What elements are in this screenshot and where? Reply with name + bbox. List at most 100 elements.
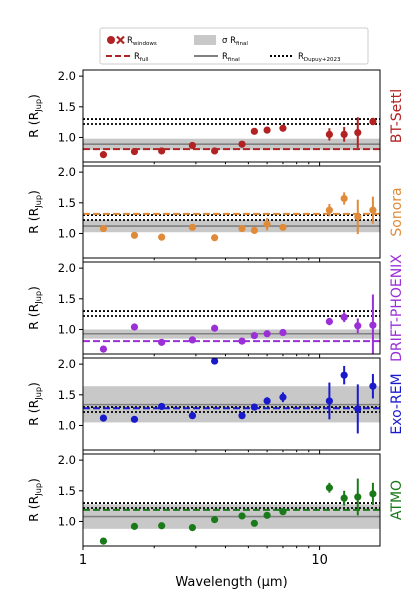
y-tick-label: 1.5: [58, 100, 76, 114]
data-point: [238, 512, 246, 520]
legend-label: Rfinal: [222, 52, 240, 63]
data-point: [188, 141, 197, 150]
legend-label-main: R: [298, 52, 304, 62]
x-axis-label: Wavelength (μm): [175, 575, 287, 590]
data-point: [369, 321, 377, 329]
legend-item: σ Rfinal: [194, 35, 248, 47]
panel: 1.0 1.5 2.0 R (RJup) Sonora: [26, 165, 405, 262]
panel-plot-area: [83, 192, 380, 242]
data-point: [340, 313, 348, 321]
legend-band-swatch: [194, 35, 216, 45]
data-point: [130, 323, 139, 331]
data-point: [250, 403, 258, 411]
x-axis: 1 10 Wavelength (μm): [79, 553, 328, 590]
legend-frame: [99, 27, 369, 65]
panel: 1.0 1.5 2.0 R (RJup) DRIFT-PHOENIX: [26, 254, 405, 362]
data-point: [354, 213, 362, 221]
legend-item: RDupuy+2023: [270, 52, 341, 63]
y-tick-label: 1.5: [58, 196, 76, 210]
panel-plot-area: [83, 358, 380, 434]
legend-label-sub: windows: [133, 41, 157, 47]
model-name-label: Exo-REM: [389, 373, 405, 434]
data-point: [238, 140, 246, 148]
data-point: [279, 328, 287, 337]
panel-plot-area: [83, 294, 380, 354]
data-point: [263, 126, 271, 134]
data-point: [158, 402, 166, 411]
legend-marker-cross: [116, 35, 125, 45]
y-tick-label: 1.0: [58, 130, 76, 144]
data-point: [340, 371, 348, 379]
data-point: [263, 511, 271, 519]
y-tick-label: 2.0: [58, 261, 76, 275]
data-point: [279, 508, 287, 516]
data-point: [238, 337, 246, 345]
y-axis-label-sub: Jup: [33, 483, 43, 497]
data-point: [99, 224, 108, 233]
data-point: [250, 332, 258, 340]
y-tick-label: 2.0: [58, 453, 76, 467]
y-axis-label-main: R (R: [26, 303, 41, 330]
y-tick-label: 1.0: [58, 418, 76, 432]
data-point: [354, 405, 362, 413]
data-point: [211, 516, 219, 524]
data-point: [263, 330, 271, 338]
y-axis-label-main: R (R: [26, 111, 41, 138]
panel-frame: [82, 453, 381, 547]
data-point: [250, 519, 258, 527]
data-point: [188, 412, 197, 420]
y-tick-label: 1.0: [58, 226, 76, 240]
data-point: [130, 231, 139, 239]
data-point: [369, 206, 377, 214]
y-axis-label: R (RJup): [26, 286, 43, 330]
legend-item: Rfull: [106, 52, 149, 63]
model-name-label: BT-Settl: [389, 89, 405, 143]
legend-label-main: R: [222, 52, 228, 62]
data-point: [211, 324, 219, 332]
panel-frame: [82, 357, 381, 451]
panel: 1.0 1.5 2.0 R (RJup) BT-Settl: [26, 69, 405, 166]
data-point: [263, 220, 271, 228]
data-point: [99, 537, 108, 545]
legend-label-sub: final: [228, 57, 240, 63]
legend-label: Rwindows: [127, 36, 157, 47]
panel-plot-area: [83, 478, 380, 545]
y-tick-label: 1.5: [58, 388, 76, 402]
legend-label-sub: full: [140, 57, 149, 63]
data-point: [99, 151, 108, 159]
model-name-label: ATMO: [389, 480, 405, 520]
legend-marker-circle: [107, 36, 115, 44]
data-point: [211, 147, 219, 155]
y-axis-label: R (RJup): [26, 190, 43, 234]
y-axis-label-main: R (R: [26, 495, 41, 522]
y-tick-label: 1.5: [58, 484, 76, 498]
legend-label: RDupuy+2023: [298, 52, 341, 63]
legend-label-main: R: [127, 36, 133, 46]
y-axis-label-sub: Jup: [33, 387, 43, 401]
y-axis-label-sub: Jup: [33, 195, 43, 209]
data-point: [340, 130, 348, 138]
data-point: [279, 223, 287, 231]
y-tick-label: 2.0: [58, 357, 76, 371]
y-axis-label-sub: Jup: [33, 291, 43, 305]
panel: 1.0 1.5 2.0 R (RJup) Exo-REM: [26, 357, 405, 454]
data-point: [354, 493, 362, 501]
y-tick-label: 1.0: [58, 514, 76, 528]
y-tick-label: 2.0: [58, 69, 76, 83]
data-point: [238, 224, 246, 233]
data-point: [158, 233, 166, 241]
y-axis-label-sub: Jup: [33, 99, 43, 113]
data-point: [340, 494, 348, 502]
data-point: [369, 490, 377, 498]
y-axis-label: R (RJup): [26, 382, 43, 426]
data-point: [158, 147, 166, 155]
data-point: [354, 128, 362, 137]
data-point: [279, 124, 287, 132]
panel-frame: [82, 69, 381, 163]
data-point: [325, 130, 333, 138]
panel-plot-area: [83, 117, 380, 159]
legend-item: Rfinal: [194, 52, 240, 63]
data-point: [158, 522, 166, 530]
model-name-label: DRIFT-PHOENIX: [389, 254, 405, 362]
